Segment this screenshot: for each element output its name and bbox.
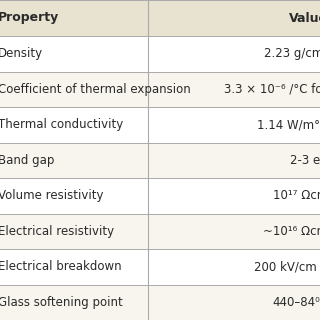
Text: ~10¹⁶ Ωcm: ~10¹⁶ Ωcm [263,225,320,238]
Bar [148,213,320,249]
Bar [0,178,148,213]
Bar [148,36,320,71]
Text: 2-3 eV: 2-3 eV [290,154,320,167]
Text: Value: Value [289,12,320,25]
Bar [0,36,148,71]
Text: Band gap: Band gap [0,154,54,167]
Bar [148,249,320,284]
Bar [148,71,320,107]
Bar [0,213,148,249]
Text: Density: Density [0,47,43,60]
Text: 2.23 g/cm³: 2.23 g/cm³ [264,47,320,60]
Bar [148,178,320,213]
Text: 440–84⁰C: 440–84⁰C [272,296,320,309]
Text: 1.14 W/m°C: 1.14 W/m°C [257,118,320,131]
Text: Electrical breakdown: Electrical breakdown [0,260,122,273]
Bar [0,71,148,107]
Text: 10¹⁷ Ωcm: 10¹⁷ Ωcm [273,189,320,202]
Text: Thermal conductivity: Thermal conductivity [0,118,123,131]
Bar [148,0,320,36]
Text: 3.3 × 10⁻⁶ /°C for: 3.3 × 10⁻⁶ /°C for [225,83,320,96]
Text: Electrical resistivity: Electrical resistivity [0,225,114,238]
Text: 200 kV/cm a: 200 kV/cm a [254,260,320,273]
Text: Property: Property [0,12,59,25]
Bar [0,142,148,178]
Bar [148,284,320,320]
Bar [0,249,148,284]
Text: Coefficient of thermal expansion: Coefficient of thermal expansion [0,83,191,96]
Text: Glass softening point: Glass softening point [0,296,123,309]
Bar [0,107,148,142]
Text: Volume resistivity: Volume resistivity [0,189,103,202]
Bar [148,142,320,178]
Bar [0,284,148,320]
Bar [148,107,320,142]
Bar [0,0,148,36]
